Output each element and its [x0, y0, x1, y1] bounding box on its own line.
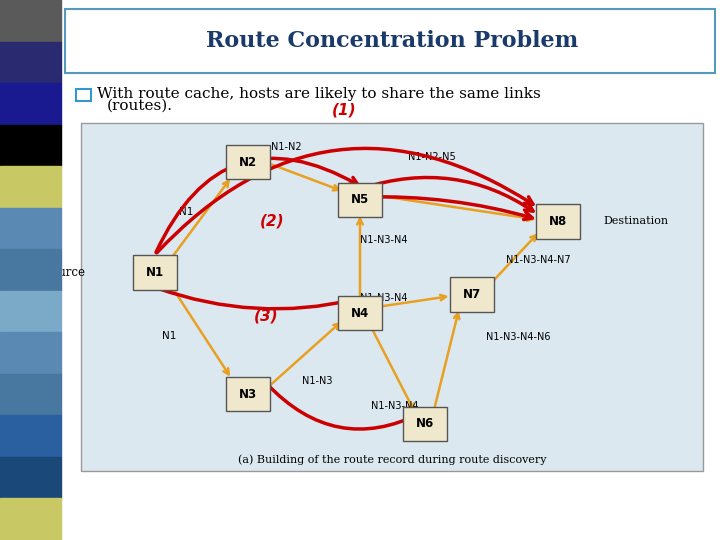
Text: N1: N1 [179, 207, 193, 217]
Bar [0, 83, 61, 125]
Bar [0, 498, 61, 540]
FancyBboxPatch shape [449, 277, 494, 312]
Bar [0, 125, 61, 166]
FancyBboxPatch shape [403, 407, 446, 441]
Text: N1-N3-N4-N7: N1-N3-N4-N7 [506, 255, 571, 265]
Text: (routes).: (routes). [107, 99, 173, 113]
Text: N1: N1 [145, 266, 164, 279]
Bar [0, 457, 61, 498]
Text: N1: N1 [162, 331, 176, 341]
Bar [0, 208, 61, 249]
Text: N5: N5 [351, 193, 369, 206]
Text: (2): (2) [260, 214, 284, 229]
FancyBboxPatch shape [133, 255, 177, 290]
Text: N7: N7 [462, 288, 481, 301]
Text: N1-N3-N4: N1-N3-N4 [360, 293, 408, 303]
FancyBboxPatch shape [226, 377, 270, 411]
Text: N6: N6 [415, 417, 434, 430]
Text: N1-N3-N4-N6: N1-N3-N4-N6 [486, 333, 551, 342]
Bar [0, 249, 61, 291]
Text: Route Concentration Problem: Route Concentration Problem [206, 30, 579, 52]
Text: N2: N2 [239, 156, 258, 168]
Text: N4: N4 [351, 307, 369, 320]
FancyBboxPatch shape [338, 183, 382, 217]
Bar [0, 0, 61, 42]
Bar [0, 374, 61, 415]
Bar [0, 332, 61, 374]
Text: (4): (4) [344, 308, 369, 323]
Text: Destination: Destination [603, 217, 668, 226]
FancyBboxPatch shape [338, 296, 382, 330]
Bar [0, 42, 61, 83]
FancyBboxPatch shape [536, 204, 580, 239]
Text: (3): (3) [254, 308, 279, 323]
Text: N1-N3: N1-N3 [302, 376, 332, 386]
Text: Source: Source [43, 266, 85, 279]
FancyBboxPatch shape [65, 9, 715, 73]
FancyBboxPatch shape [81, 123, 703, 471]
Text: (1): (1) [332, 102, 356, 117]
Bar [0, 415, 61, 457]
Text: N1-N2: N1-N2 [271, 143, 302, 152]
FancyBboxPatch shape [226, 145, 270, 179]
Text: (a) Building of the route record during route discovery: (a) Building of the route record during … [238, 455, 546, 465]
Text: N1-N2-N5: N1-N2-N5 [408, 152, 456, 161]
Text: N8: N8 [549, 215, 567, 228]
Text: N1-N3-N4: N1-N3-N4 [360, 235, 408, 245]
Bar [0, 291, 61, 332]
Text: N1-N3-N4: N1-N3-N4 [371, 401, 418, 411]
Text: N3: N3 [239, 388, 258, 401]
FancyBboxPatch shape [76, 89, 91, 101]
Text: With route cache, hosts are likely to share the same links: With route cache, hosts are likely to sh… [97, 87, 541, 101]
Bar [0, 166, 61, 208]
